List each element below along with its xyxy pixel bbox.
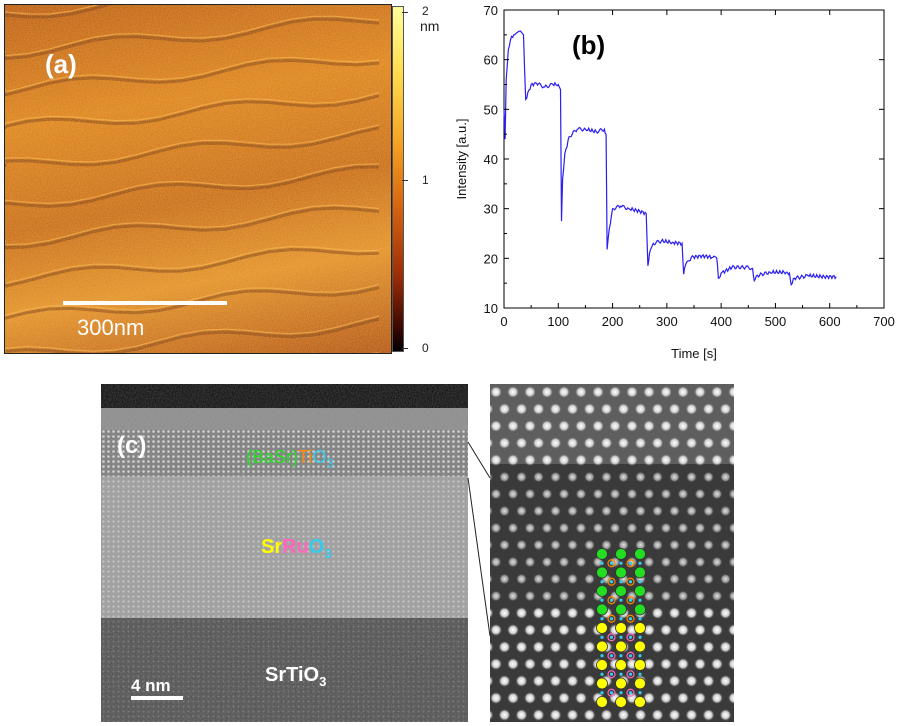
- scale-bar-label: 300nm: [77, 315, 145, 340]
- x-tick-label: 200: [602, 314, 624, 329]
- colorbar-tick: [402, 180, 408, 181]
- colorbar-min-label: 0: [422, 341, 429, 355]
- afm-terraces: [5, 5, 391, 353]
- afm-image: (a) 300nm: [4, 4, 392, 354]
- panel-a-label: (a): [45, 49, 77, 79]
- tem-layers: [101, 384, 468, 722]
- x-tick-label: 400: [710, 314, 732, 329]
- scale-bar-label: 4 nm: [131, 676, 171, 695]
- x-tick-label: 100: [547, 314, 569, 329]
- tem-cross-section: (c) (BaSr)TiO3 SrRuO3 SrTiO3 4 nm: [101, 384, 468, 722]
- colorbar-mid-label: 1: [422, 173, 429, 187]
- panel-c-label: (c): [117, 432, 147, 459]
- x-tick-label: 600: [819, 314, 841, 329]
- atomic-model-overlay: [596, 548, 646, 708]
- atomic-lattice: [490, 384, 734, 722]
- chart-canvas: 0 100 200 300 400 500 600 700 10 20 30 40 50 60 70 Tim…: [454, 3, 895, 361]
- y-tick-label: 40: [484, 152, 498, 167]
- scale-bar: [63, 301, 227, 305]
- bst-layer-label: (BaSr)TiO3: [246, 447, 334, 471]
- colorbar-unit: nm: [420, 18, 440, 34]
- sto-layer-label: SrTiO3: [265, 664, 327, 689]
- x-tick-label: 0: [500, 314, 507, 329]
- y-tick-label: 30: [484, 202, 498, 217]
- x-tick-label: 700: [873, 314, 895, 329]
- colorbar-tick: [402, 12, 408, 13]
- haadf-inset: [490, 384, 734, 722]
- y-tick-label: 70: [484, 3, 498, 18]
- y-tick-label: 10: [484, 301, 498, 316]
- intensity-chart: 0 100 200 300 400 500 600 700 10 20 30 40 50 60 70 Tim…: [448, 0, 904, 370]
- y-tick-label: 20: [484, 251, 498, 266]
- x-tick-label: 300: [656, 314, 678, 329]
- sro-layer-label: SrRuO3: [261, 536, 332, 561]
- y-tick-label: 50: [484, 102, 498, 117]
- colorbar: [392, 6, 404, 352]
- colorbar-tick: [402, 348, 408, 349]
- intensity-series-line: [503, 30, 837, 287]
- y-tick-label: 60: [484, 53, 498, 68]
- x-tick-label: 500: [765, 314, 787, 329]
- colorbar-max-label: 2: [422, 4, 429, 18]
- scale-bar: [131, 696, 183, 700]
- x-axis-label: Time [s]: [671, 346, 717, 361]
- y-axis-label: Intensity [a.u.]: [454, 119, 469, 200]
- panel-b-label: (b): [572, 30, 606, 60]
